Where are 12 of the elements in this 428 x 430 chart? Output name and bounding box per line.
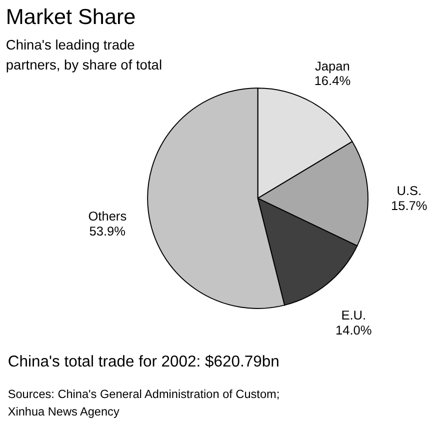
data-label: 15.7% (391, 198, 428, 213)
slice-label: U.S. (396, 183, 422, 198)
data-label: 14.0% (336, 322, 372, 338)
chart-subtitle: China's leading trade partners, by share of total (6, 38, 162, 72)
slice-label: E.U. (341, 308, 366, 323)
text: China's total trade for 2002: $620.79bn (8, 354, 280, 371)
source-note: Sources: China's General Administration of Custom; Xinhua News Agency (8, 387, 280, 419)
data-label: 53.9% (89, 223, 126, 238)
chart-title: Market Share (6, 4, 136, 30)
slice-label: Japan (315, 58, 350, 74)
slice-label: Others (88, 208, 127, 224)
data-label: 16.4% (314, 73, 351, 88)
